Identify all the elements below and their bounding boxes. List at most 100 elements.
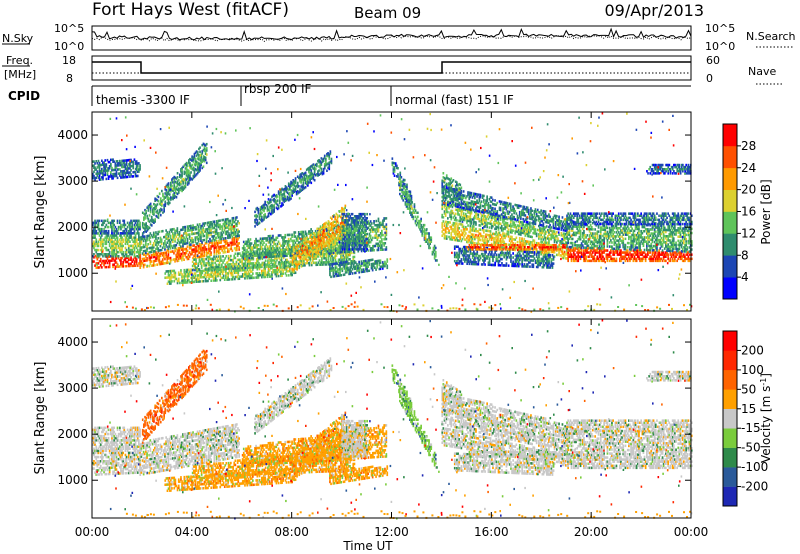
power-cell [195, 268, 198, 271]
power-cell [281, 268, 283, 271]
power-cell [275, 268, 278, 272]
power-cell [130, 169, 132, 172]
power-cell [210, 266, 213, 269]
power-cell [194, 248, 197, 251]
power-cell [117, 246, 120, 250]
power-cell [227, 257, 230, 260]
power-cell [106, 236, 109, 239]
power-cell [139, 223, 141, 227]
power-cell [168, 257, 171, 260]
power-cell [181, 238, 183, 242]
power-cell [178, 231, 181, 234]
power-cell [176, 241, 179, 245]
power-cell [133, 225, 136, 229]
power-cell [239, 267, 242, 270]
power-cell [146, 216, 149, 220]
power-cell [231, 241, 234, 244]
power-cell [179, 228, 182, 232]
power-cell [125, 163, 128, 166]
power-cell [228, 223, 230, 227]
power-cell [216, 257, 219, 260]
power-cell [199, 260, 202, 263]
power-cell [237, 220, 239, 223]
power-cell [151, 264, 154, 267]
power-cell [256, 268, 259, 271]
power-cell [97, 227, 100, 231]
power-cell [113, 248, 115, 252]
power-cell [136, 170, 139, 173]
power-cell [158, 261, 161, 264]
power-cell [174, 249, 176, 253]
power-cell [125, 236, 128, 239]
power-cell [120, 263, 122, 266]
power-cell [143, 249, 146, 253]
power-cell [237, 262, 240, 266]
power-cell [190, 167, 192, 170]
power-cell [183, 271, 186, 274]
power-cell [221, 229, 224, 232]
power-cell [93, 227, 95, 231]
power-cell [114, 168, 117, 172]
power-cell [107, 167, 110, 170]
power-cell [152, 259, 155, 263]
power-cell [145, 230, 147, 233]
power-cell [187, 227, 190, 230]
power-cell [216, 279, 218, 282]
power-cell [164, 241, 166, 245]
power-cell [127, 167, 130, 170]
power-cell [194, 164, 197, 167]
power-cell [134, 219, 137, 223]
power-cell [124, 236, 127, 239]
power-cell [259, 265, 262, 269]
power-cell [198, 278, 200, 281]
power-cell [121, 165, 123, 169]
power-cell [250, 276, 253, 280]
power-cell [126, 234, 129, 237]
power-cell [135, 166, 138, 169]
power-cell [138, 168, 140, 171]
power-cell [148, 256, 151, 260]
power-cell [235, 269, 237, 272]
power-cell [96, 170, 99, 173]
power-cell [174, 238, 176, 241]
power-cell [184, 232, 186, 235]
power-cell [181, 279, 183, 282]
power-cell [304, 171, 307, 174]
power-cell [95, 172, 98, 175]
power-cell [331, 217, 333, 221]
power-cell [234, 269, 236, 272]
power-cell [120, 170, 122, 173]
power-cell [232, 267, 234, 270]
power-cell [172, 197, 174, 201]
power-cell [208, 257, 211, 261]
power-cell [208, 277, 210, 280]
power-cell [176, 172, 179, 175]
power-cell [132, 166, 135, 170]
power-cell [176, 227, 179, 230]
power-cell [136, 229, 139, 233]
power-cell [213, 239, 216, 242]
power-cell [122, 253, 124, 256]
power-cell [156, 211, 159, 214]
power-cell [198, 162, 200, 165]
power-cell [178, 255, 181, 258]
power-cell [98, 234, 101, 237]
power-cell [196, 231, 199, 235]
power-cell [173, 188, 176, 191]
power-cell [338, 237, 341, 240]
power-cell [292, 268, 295, 271]
power-cell [110, 173, 112, 176]
power-cell [101, 253, 103, 256]
power-cell [203, 234, 206, 238]
power-cell [262, 247, 264, 251]
power-cell [168, 241, 171, 244]
power-cell [175, 235, 178, 239]
power-cell [195, 260, 197, 263]
power-cell [149, 256, 152, 259]
power-cell [146, 229, 149, 232]
power-cell [122, 232, 124, 235]
power-cell [212, 259, 214, 263]
power-cell [222, 276, 225, 279]
power-cell [149, 219, 152, 222]
power-cell [139, 250, 142, 254]
